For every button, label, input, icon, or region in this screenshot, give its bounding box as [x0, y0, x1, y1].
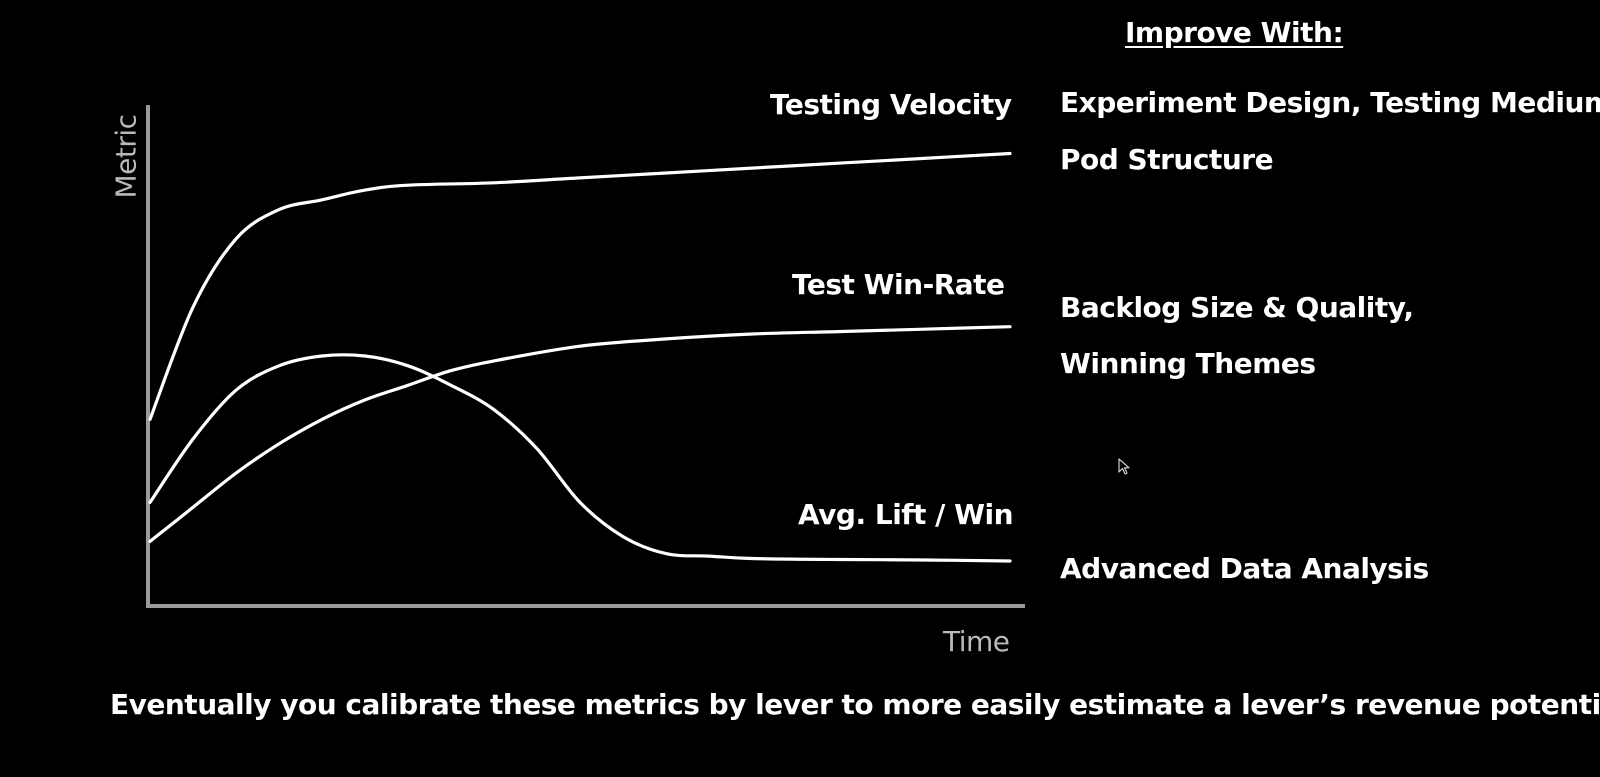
lever-velocity-line-2: Pod Structure — [1060, 143, 1274, 176]
lever-winrate-line-1: Backlog Size & Quality, — [1060, 291, 1414, 324]
series-line-test-win-rate — [148, 325, 1012, 543]
lever-winrate-line-2: Winning Themes — [1060, 347, 1316, 380]
improve-with-heading: Improve With: — [1125, 16, 1344, 49]
mouse-pointer-icon — [1118, 458, 1130, 475]
x-axis-label: Time — [943, 625, 1010, 658]
series-label-test-win-rate: Test Win-Rate — [792, 268, 1005, 301]
series-line-testing-velocity — [148, 151, 1012, 421]
y-axis-label: Metric — [109, 114, 143, 199]
series-label-testing-velocity: Testing Velocity — [770, 88, 1012, 121]
lever-velocity-line-1: Experiment Design, Testing Medium, — [1060, 86, 1600, 119]
series-layer — [148, 151, 1012, 563]
series-line-avg-lift-win — [148, 353, 1012, 563]
lever-lift-line-1: Advanced Data Analysis — [1060, 552, 1429, 585]
slide-caption: Eventually you calibrate these metrics b… — [110, 688, 1600, 721]
series-label-avg-lift-win: Avg. Lift / Win — [798, 498, 1014, 531]
